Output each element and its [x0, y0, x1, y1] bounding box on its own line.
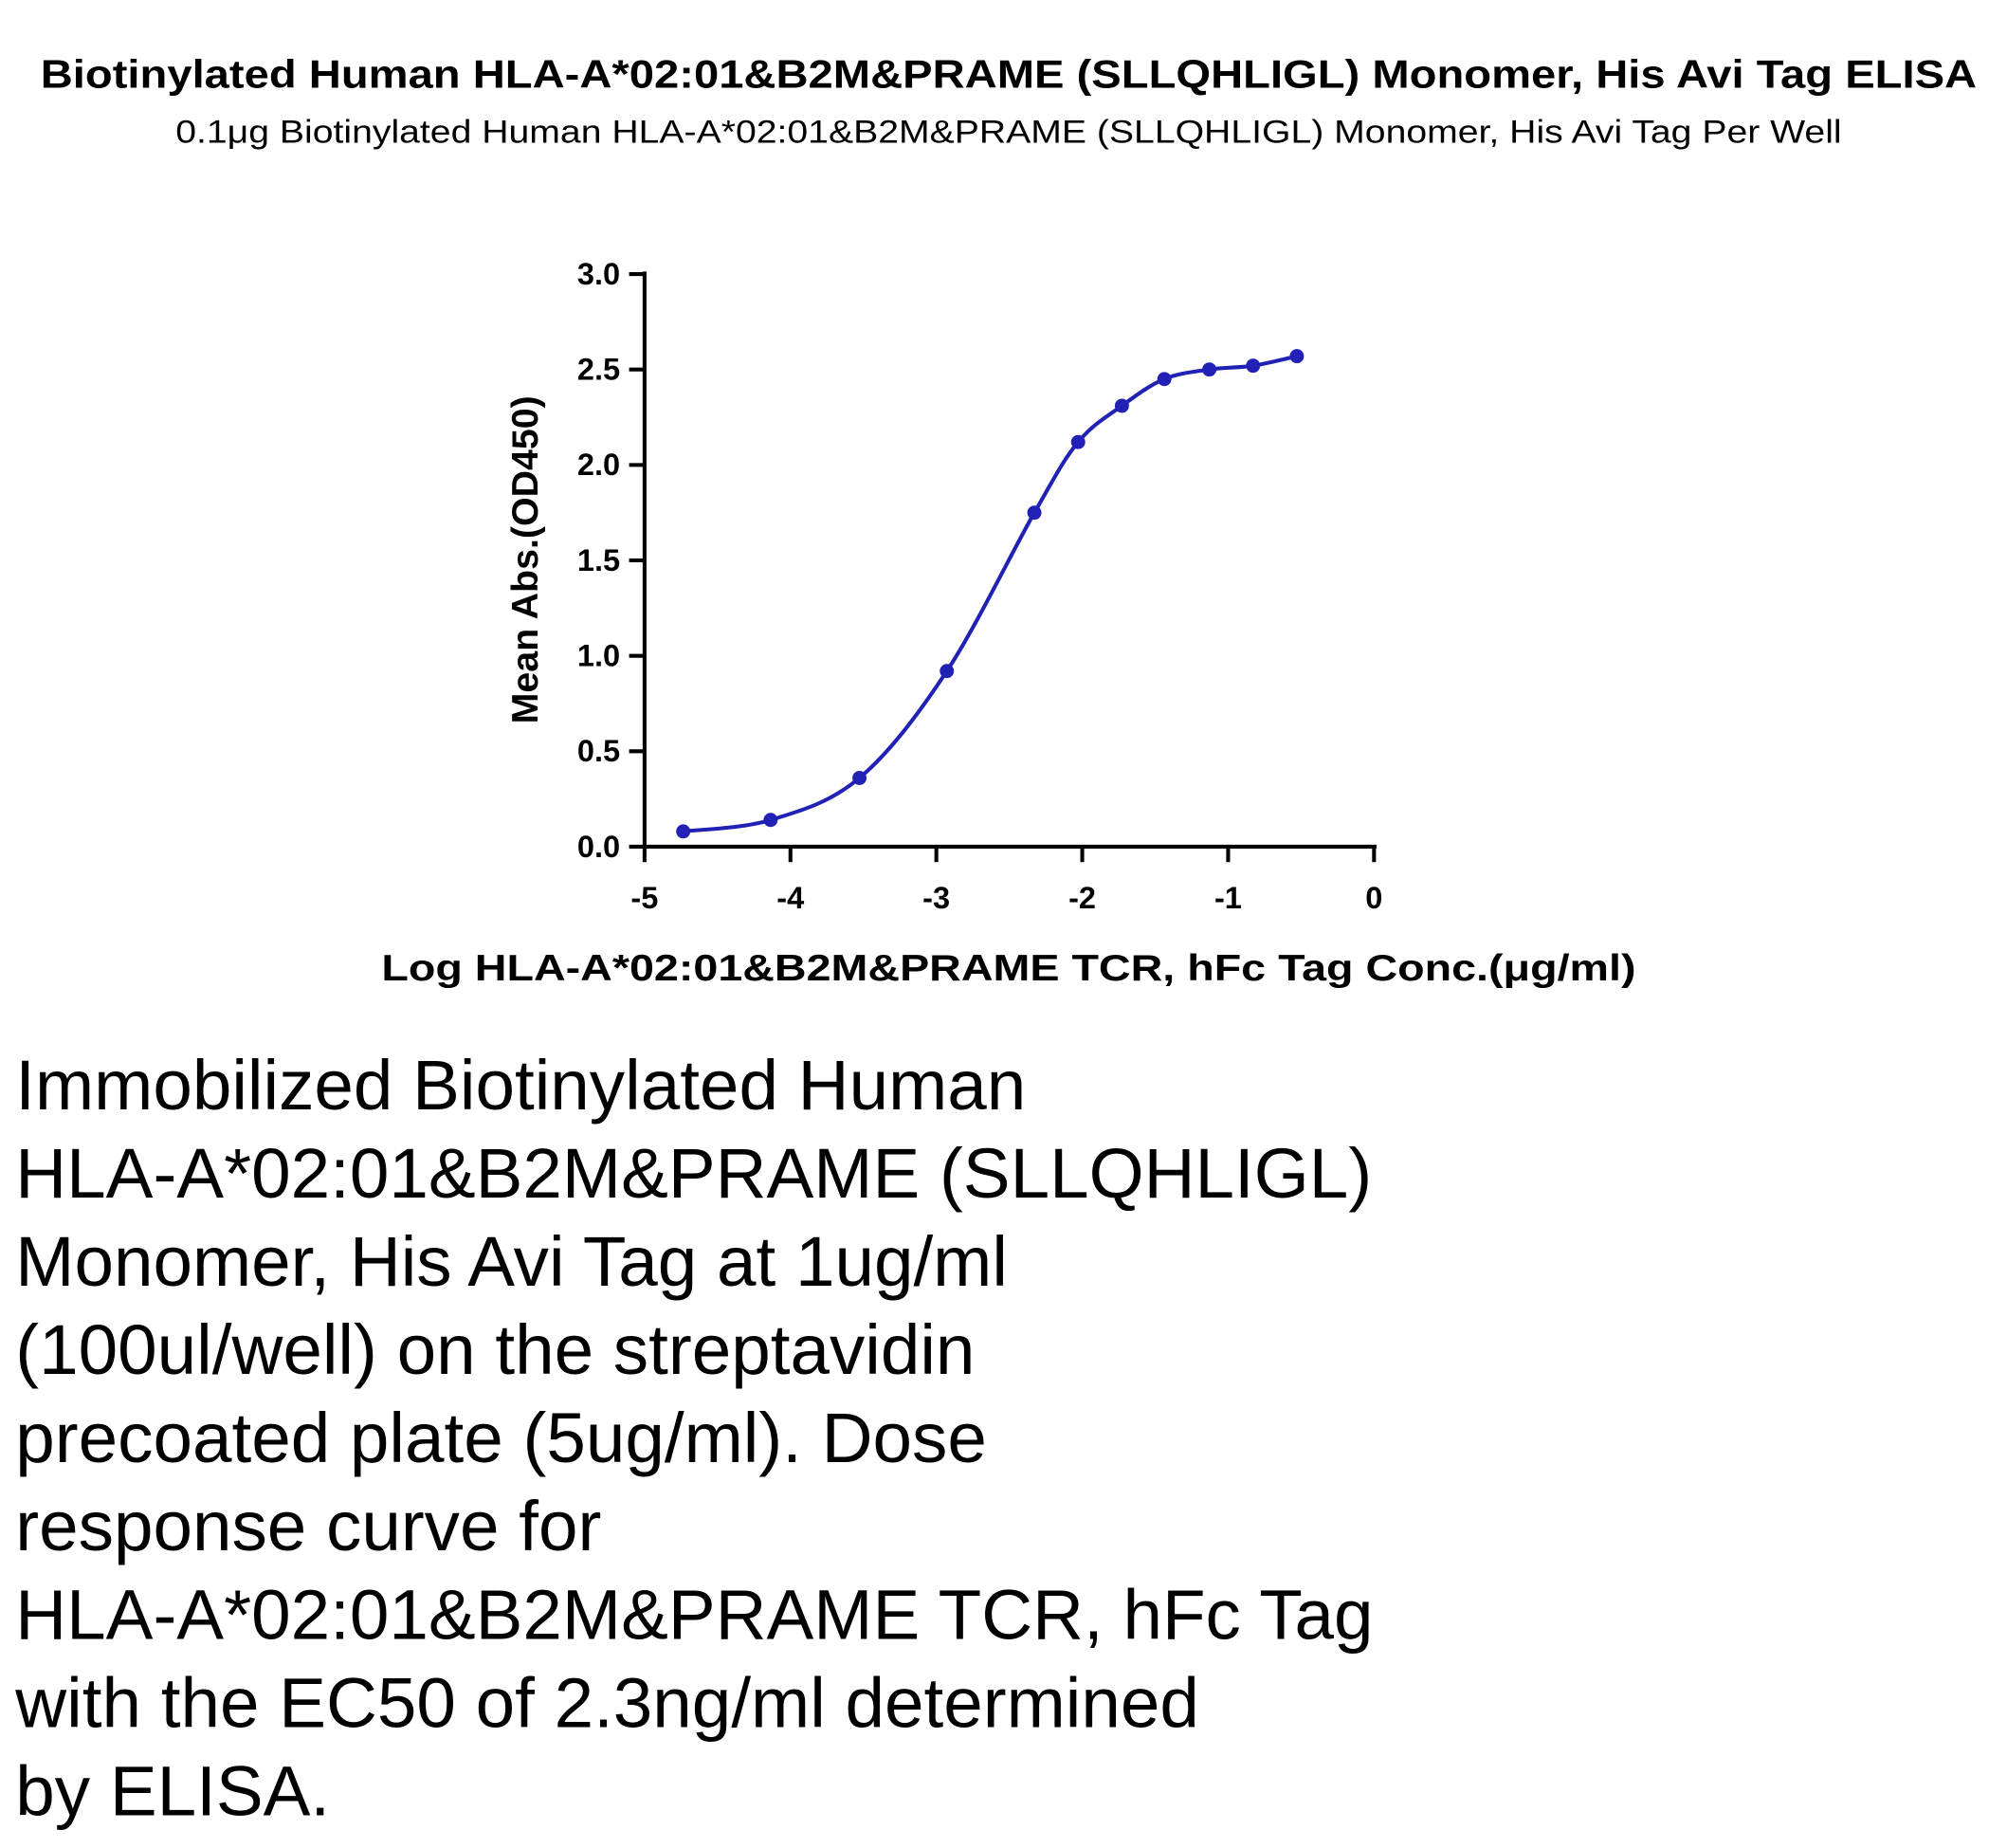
description-line: by ELISA. — [15, 1751, 330, 1831]
data-point — [676, 824, 691, 839]
description-line: (100ul/well) on the streptavidin — [15, 1309, 975, 1389]
data-point — [1202, 362, 1217, 377]
data-point — [1027, 505, 1042, 521]
y-tick-label: 0.0 — [577, 830, 620, 864]
y-tick-label: 2.0 — [577, 448, 620, 482]
description-line: Monomer, His Avi Tag at 1ug/ml — [15, 1221, 1008, 1301]
description-line: with the EC50 of 2.3ng/ml determined — [14, 1662, 1199, 1742]
description-line: precoated plate (5ug/ml). Dose — [15, 1398, 987, 1477]
description-line: Immobilized Biotinylated Human — [15, 1045, 1026, 1125]
y-axis-title: Mean Abs.(OD450) — [504, 395, 546, 723]
description-line: HLA-A*02:01&B2M&PRAME TCR, hFc Tag — [15, 1574, 1373, 1654]
x-tick-label: -2 — [1068, 881, 1096, 915]
data-point — [1289, 349, 1305, 364]
y-tick-label: 2.5 — [577, 353, 620, 387]
x-tick-label: -1 — [1214, 881, 1242, 915]
curve — [683, 354, 1298, 833]
x-tick-label: -5 — [630, 881, 658, 915]
description-line: response curve for — [15, 1486, 601, 1565]
x-tick-label: 0 — [1365, 881, 1382, 915]
x-axis-title: Log HLA-A*02:01&B2M&PRAME TCR, hFc Tag C… — [381, 947, 1635, 989]
chart-subtitle: 0.1μg Biotinylated Human HLA-A*02:01&B2M… — [175, 115, 1841, 151]
x-tick-label: -3 — [922, 881, 950, 915]
data-point — [763, 813, 778, 828]
description-line: HLA-A*02:01&B2M&PRAME (SLLQHLIGL) — [15, 1133, 1372, 1213]
data-point — [940, 664, 955, 679]
y-tick-label: 1.5 — [577, 543, 620, 577]
chart-title: Biotinylated Human HLA-A*02:01&B2M&PRAME… — [41, 51, 1977, 96]
x-tick-label: -4 — [776, 881, 804, 915]
data-point — [1246, 358, 1261, 374]
y-tick-label: 1.0 — [577, 639, 620, 673]
data-point — [1157, 372, 1172, 387]
y-tick-label: 3.0 — [577, 257, 620, 291]
data-point — [852, 771, 867, 785]
data-point — [1070, 434, 1086, 449]
data-point — [1114, 398, 1129, 413]
y-tick-label: 0.5 — [577, 734, 620, 768]
